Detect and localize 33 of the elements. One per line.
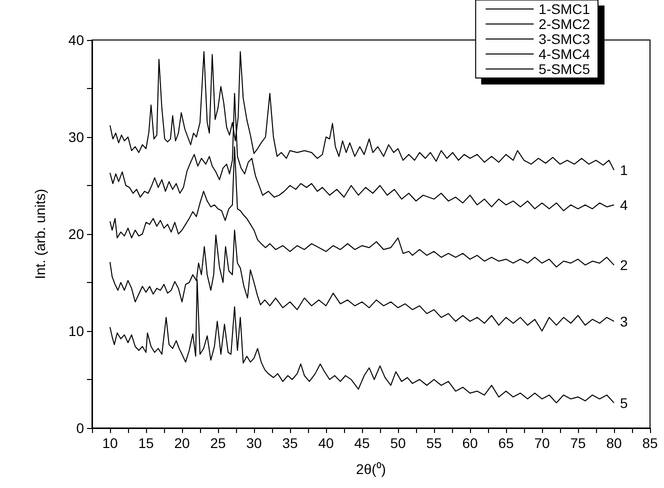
- y-axis-title: Int. (arb. units): [32, 188, 48, 280]
- x-tick-label: 50: [390, 435, 406, 451]
- legend-label: 1-SMC1: [538, 1, 590, 17]
- x-tick-label: 75: [570, 435, 586, 451]
- x-tick-label: 70: [534, 435, 550, 451]
- x-tick-label: 45: [354, 435, 370, 451]
- annotation: 1: [620, 162, 628, 178]
- x-axis-title: 2θ(⁰): [356, 461, 386, 477]
- legend-label: 4-SMC4: [538, 46, 590, 62]
- y-tick-label: 0: [76, 420, 84, 436]
- x-tick-label: 80: [606, 435, 622, 451]
- x-tick-label: 65: [498, 435, 514, 451]
- x-tick-label: 15: [138, 435, 154, 451]
- annotation: 5: [620, 394, 628, 411]
- x-tick-label: 25: [210, 435, 226, 451]
- legend-label: 3-SMC3: [538, 31, 590, 47]
- x-tick-label: 55: [426, 435, 442, 451]
- legend-label: 5-SMC5: [538, 61, 590, 77]
- y-tick-label: 40: [68, 32, 84, 48]
- annotation: 3: [620, 313, 628, 330]
- y-tick-label: 10: [68, 323, 84, 339]
- x-tick-label: 35: [282, 435, 298, 451]
- annotation: 4: [620, 196, 628, 213]
- x-tick-label: 30: [246, 435, 262, 451]
- x-tick-label: 85: [642, 435, 658, 451]
- y-tick-label: 20: [68, 226, 84, 242]
- annotation: 2: [620, 257, 628, 274]
- x-tick-label: 20: [174, 435, 190, 451]
- legend-label: 2-SMC2: [538, 16, 590, 32]
- x-tick-label: 10: [102, 435, 118, 451]
- y-tick-label: 30: [68, 129, 84, 145]
- x-tick-label: 40: [318, 435, 334, 451]
- x-tick-label: 60: [462, 435, 478, 451]
